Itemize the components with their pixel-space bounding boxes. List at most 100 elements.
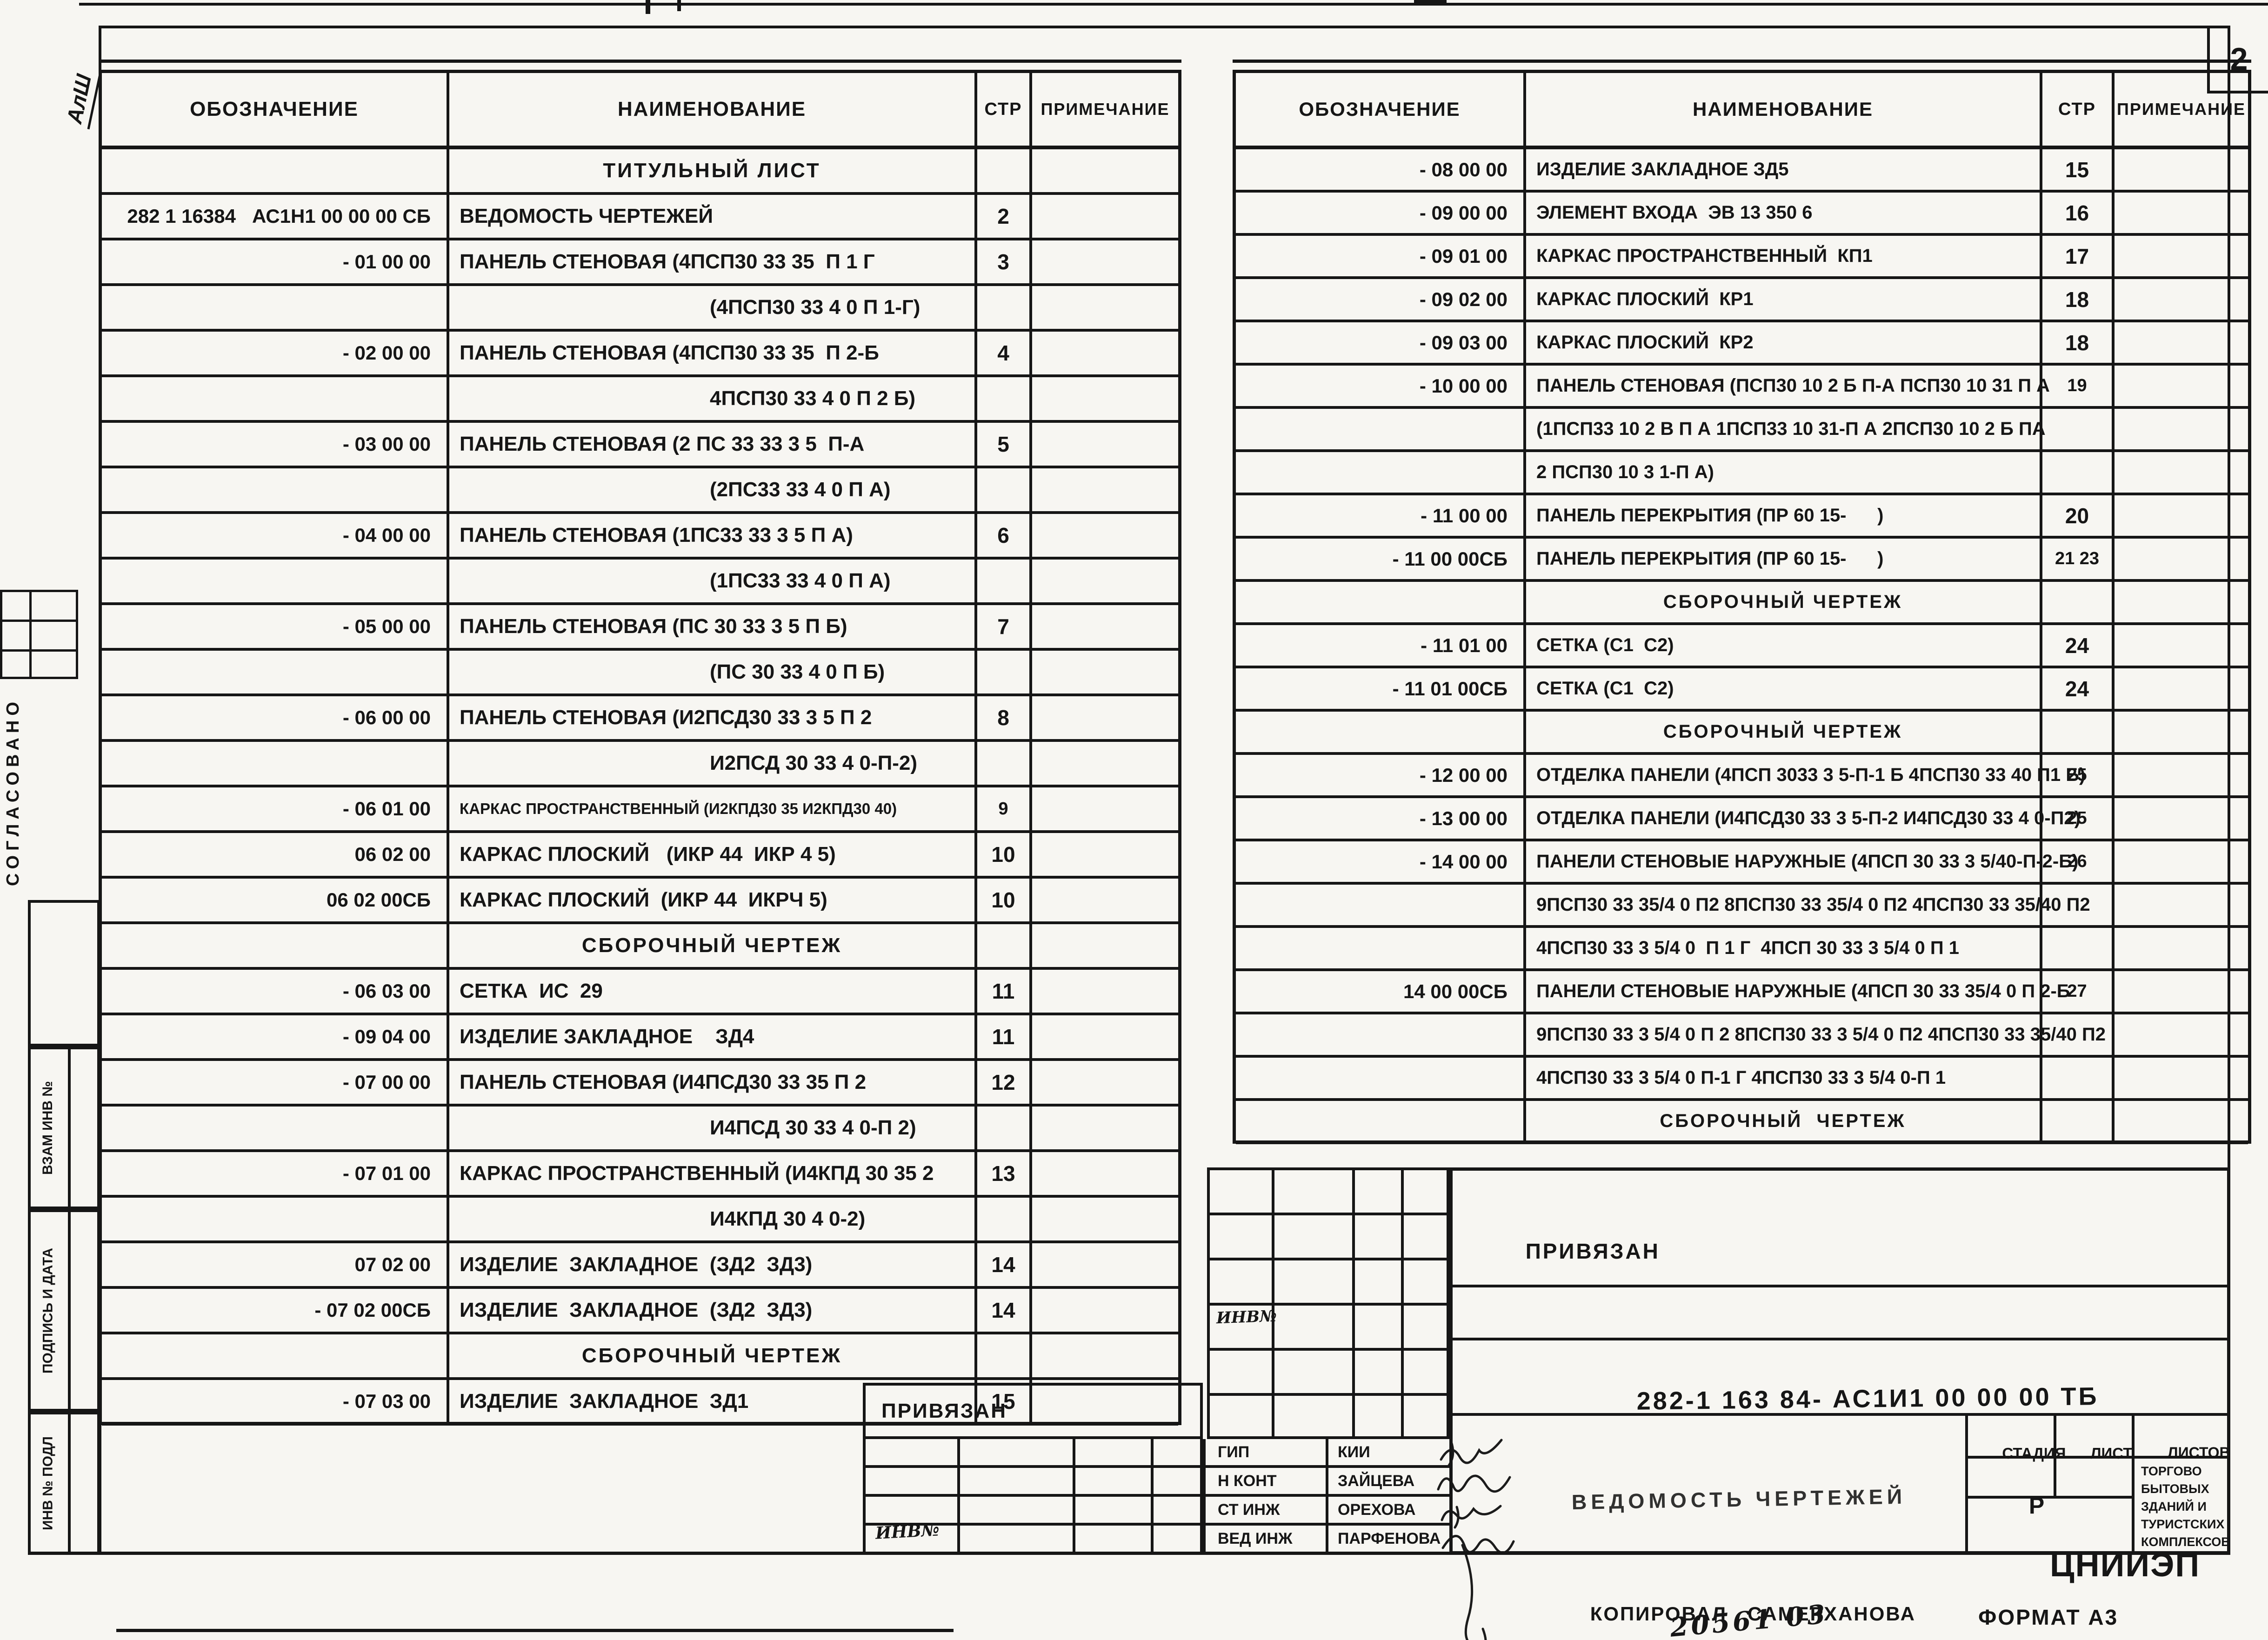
row-page bbox=[2042, 582, 2115, 625]
row-note bbox=[2115, 971, 2248, 1014]
margin-mini-table bbox=[0, 590, 78, 679]
row-designation: - 11 01 00 bbox=[1236, 625, 1526, 668]
sign-role: Н КОНТ bbox=[1206, 1468, 1328, 1497]
table-row: - 09 04 00 ИЗДЕЛИЕ ЗАКЛАДНОЕ ЗД4 11 bbox=[102, 1015, 1178, 1061]
table-row: - 09 00 00 ЭЛЕМЕНТ ВХОДА ЭВ 13 350 6 16 bbox=[1236, 193, 2248, 236]
row-page: 9 bbox=[977, 787, 1032, 833]
table-row: 4ПСП30 33 3 5/4 0 П-1 Г 4ПСП30 33 3 5/4 … bbox=[1236, 1058, 2248, 1101]
table-row: 07 02 00 ИЗДЕЛИЕ ЗАКЛАДНОЕ (ЗД2 ЗД3) 14 bbox=[102, 1243, 1178, 1289]
row-designation bbox=[102, 468, 449, 514]
col-header-name: НАИМЕНОВАНИЕ bbox=[449, 73, 977, 149]
row-title: ИЗДЕЛИЕ ЗАКЛАДНОЕ ЗД1 bbox=[449, 1380, 977, 1426]
row-note bbox=[2115, 885, 2248, 928]
row-designation: - 11 01 00СБ bbox=[1236, 668, 1526, 712]
sign-table-row: СТ ИНЖ ОРЕХОВА bbox=[1206, 1497, 1449, 1526]
row-page: 4 bbox=[977, 332, 1032, 377]
sign-table-row: Н КОНТ ЗАЙЦЕВА bbox=[1206, 1468, 1449, 1497]
row-note bbox=[1032, 1334, 1178, 1380]
row-title: СЕТКА (С1 С2) bbox=[1526, 625, 2042, 668]
tick-mark bbox=[677, 0, 681, 11]
row-page: 8 bbox=[977, 696, 1032, 742]
attached-label: ПРИВЯЗАН bbox=[1525, 1239, 1660, 1263]
table-row: (4ПСП30 33 4 0 П 1-Г) bbox=[102, 286, 1178, 332]
col-header-note: ПРИМЕЧАНИЕ bbox=[1032, 73, 1178, 149]
row-page bbox=[977, 468, 1032, 514]
attach-empty-grid bbox=[863, 1439, 1203, 1554]
row-note bbox=[1032, 605, 1178, 651]
row-title: КАРКАС ПРОСТРАНСТВЕННЫЙ (И2КПД30 35 И2КП… bbox=[449, 787, 977, 833]
row-title: ПАНЕЛИ СТЕНОВЫЕ НАРУЖНЫЕ (4ПСП 30 33 35/… bbox=[1526, 971, 2070, 1014]
row-title: И4КПД 30 4 0-2) bbox=[449, 1198, 977, 1243]
col-header-note: ПРИМЕЧАНИЕ bbox=[2115, 73, 2248, 149]
table-row: СБОРОЧНЫЙ ЧЕРТЕЖ bbox=[1236, 582, 2248, 625]
table-row: - 14 00 00 ПАНЕЛИ СТЕНОВЫЕ НАРУЖНЫЕ (4ПС… bbox=[1236, 841, 2248, 885]
row-page bbox=[2042, 928, 2115, 971]
row-designation: - 06 01 00 bbox=[102, 787, 449, 833]
row-designation bbox=[102, 651, 449, 696]
row-designation: - 11 00 00 bbox=[1236, 495, 1526, 539]
row-page: 13 bbox=[977, 1152, 1032, 1198]
row-note bbox=[2115, 928, 2248, 971]
row-designation: - 09 03 00 bbox=[1236, 322, 1526, 366]
row-designation: - 09 01 00 bbox=[1236, 236, 1526, 279]
table-row: - 09 01 00 КАРКАС ПРОСТРАНСТВЕННЫЙ КП1 1… bbox=[1236, 236, 2248, 279]
row-note bbox=[2115, 1014, 2248, 1058]
row-note bbox=[2115, 366, 2248, 409]
row-designation: - 07 00 00 bbox=[102, 1061, 449, 1107]
table-header-row: ОБОЗНАЧЕНИЕ НАИМЕНОВАНИЕ СТР ПРИМЕЧАНИЕ bbox=[1236, 73, 2248, 149]
table-header-row: ОБОЗНАЧЕНИЕ НАИМЕНОВАНИЕ СТР ПРИМЕЧАНИЕ bbox=[102, 73, 1178, 149]
margin-box-podpis-data: ПОДПИСЬ И ДАТА bbox=[28, 1209, 100, 1412]
title-block: ПРИВЯЗАН 282-1 163 84- АС1И1 00 00 00 ТБ… bbox=[1449, 1167, 2230, 1584]
row-note bbox=[2115, 798, 2248, 841]
table-row: - 03 00 00 ПАНЕЛЬ СТЕНОВАЯ (2 ПС 33 33 3… bbox=[102, 423, 1178, 468]
row-title: КАРКАС ПРОСТРАНСТВЕННЫЙ КП1 bbox=[1526, 236, 2042, 279]
row-designation: - 09 04 00 bbox=[102, 1015, 449, 1061]
row-page: 25 bbox=[2042, 755, 2115, 798]
row-page bbox=[977, 651, 1032, 696]
row-page: 11 bbox=[977, 1015, 1032, 1061]
row-page bbox=[977, 1107, 1032, 1152]
row-designation: - 06 03 00 bbox=[102, 970, 449, 1015]
row-title: ПАНЕЛЬ ПЕРЕКРЫТИЯ (ПР 60 15- ) bbox=[1526, 495, 2042, 539]
row-title: ОТДЕЛКА ПАНЕЛИ (4ПСП 3033 3 5-П-1 Б 4ПСП… bbox=[1526, 755, 2085, 798]
row-note bbox=[2115, 539, 2248, 582]
table-row: 4ПСП30 33 3 5/4 0 П 1 Г 4ПСП 30 33 3 5/4… bbox=[1236, 928, 2248, 971]
table-row: (2ПС33 33 4 0 П А) bbox=[102, 468, 1178, 514]
row-page: 3 bbox=[977, 240, 1032, 286]
table-row: 4ПСП30 33 4 0 П 2 Б) bbox=[102, 377, 1178, 423]
row-page: 6 bbox=[977, 514, 1032, 560]
row-designation: - 05 00 00 bbox=[102, 605, 449, 651]
row-title: ПАНЕЛЬ СТЕНОВАЯ (4ПСП30 33 35 П 2-Б bbox=[449, 332, 977, 377]
row-page bbox=[977, 924, 1032, 970]
row-designation: - 14 00 00 bbox=[1236, 841, 1526, 885]
table-row: И4КПД 30 4 0-2) bbox=[102, 1198, 1178, 1243]
row-designation bbox=[102, 1198, 449, 1243]
row-note bbox=[2115, 1101, 2248, 1144]
row-page bbox=[2042, 712, 2115, 755]
tick-mark bbox=[1414, 0, 1447, 6]
sign-role: ГИП bbox=[1206, 1439, 1328, 1468]
row-page bbox=[977, 149, 1032, 195]
row-designation: - 08 00 00 bbox=[1236, 149, 1526, 193]
col-header-page: СТР bbox=[2042, 73, 2115, 149]
row-designation bbox=[1236, 1058, 1526, 1101]
copied-by: КОПИРОВАЛ САМЕРХАНОВА bbox=[1590, 1603, 1916, 1625]
row-title: ЭЛЕМЕНТ ВХОДА ЭВ 13 350 6 bbox=[1526, 193, 2042, 236]
row-designation: - 12 00 00 bbox=[1236, 755, 1526, 798]
table-row: - 02 00 00 ПАНЕЛЬ СТЕНОВАЯ (4ПСП30 33 35… bbox=[102, 332, 1178, 377]
signature-stroke bbox=[1437, 1474, 1511, 1493]
table-row: 9ПСП30 33 35/4 0 П2 8ПСП30 33 35/4 0 П2 … bbox=[1236, 885, 2248, 928]
row-designation bbox=[1236, 885, 1526, 928]
row-title: ПАНЕЛИ СТЕНОВЫЕ НАРУЖНЫЕ (4ПСП 30 33 3 5… bbox=[1526, 841, 2078, 885]
row-designation: 282 1 16384 АС1Н1 00 00 00 СБ bbox=[102, 195, 449, 240]
table-row: - 06 01 00 КАРКАС ПРОСТРАНСТВЕННЫЙ (И2КП… bbox=[102, 787, 1178, 833]
row-title: ПАНЕЛЬ СТЕНОВАЯ (И2ПСД30 33 3 5 П 2 bbox=[449, 696, 977, 742]
row-designation bbox=[102, 149, 449, 195]
col-header-designation: ОБОЗНАЧЕНИЕ bbox=[102, 73, 449, 149]
table-row: 14 00 00СБ ПАНЕЛИ СТЕНОВЫЕ НАРУЖНЫЕ (4ПС… bbox=[1236, 971, 2248, 1014]
row-note bbox=[2115, 841, 2248, 885]
sign-table-row: ВЕД ИНЖ ПАРФЕНОВА bbox=[1206, 1526, 1449, 1554]
row-title: КАРКАС ПЛОСКИЙ КР2 bbox=[1526, 322, 2042, 366]
handwritten-inv-note: ИНВ№ bbox=[874, 1520, 940, 1543]
row-title: 9ПСП30 33 35/4 0 П2 8ПСП30 33 35/4 0 П2 … bbox=[1526, 885, 2090, 928]
